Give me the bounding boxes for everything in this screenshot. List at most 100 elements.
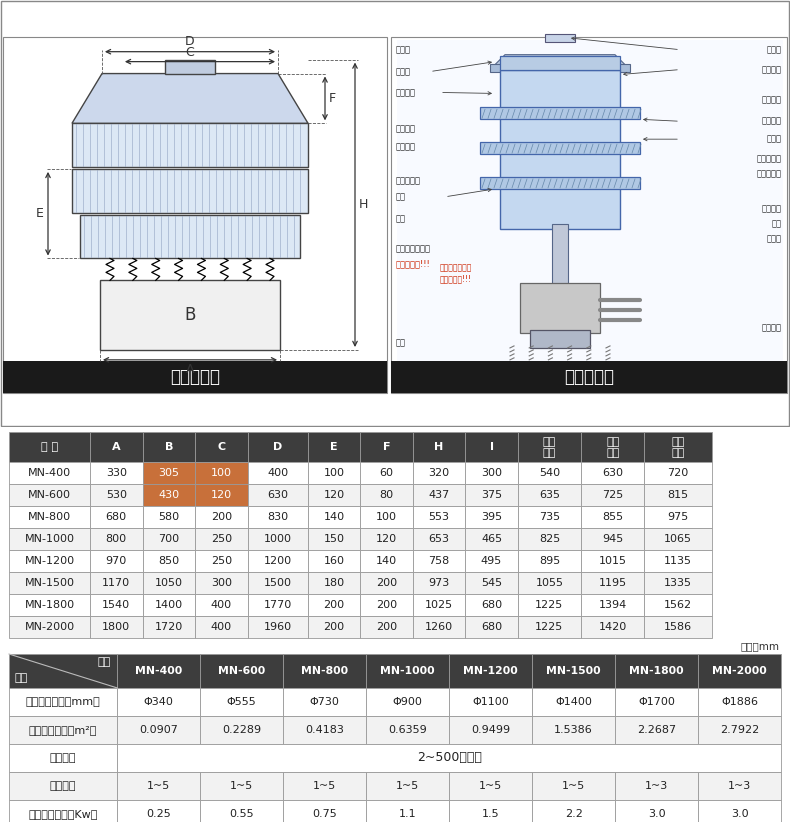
Text: 电动机: 电动机 [767, 234, 782, 243]
Text: MN-1500: MN-1500 [24, 579, 74, 588]
Bar [645, 528, 712, 550]
Bar [581, 594, 645, 616]
Text: 1.5386: 1.5386 [555, 725, 593, 735]
Bar [450, 772, 532, 800]
Bar [615, 800, 698, 828]
Text: 400: 400 [211, 622, 231, 632]
Text: 下部重锤: 下部重锤 [762, 324, 782, 333]
Bar [90, 594, 142, 616]
Text: 725: 725 [602, 491, 623, 500]
Text: 680: 680 [481, 622, 502, 632]
Bar [117, 800, 200, 828]
Bar [450, 800, 532, 828]
Text: 300: 300 [481, 468, 502, 478]
Text: 680: 680 [106, 512, 127, 522]
Text: 973: 973 [428, 579, 450, 588]
Bar [283, 716, 367, 744]
Text: 束环: 束环 [396, 193, 406, 202]
Bar [195, 550, 247, 572]
Bar [247, 594, 308, 616]
Bar [500, 70, 620, 228]
Text: Φ340: Φ340 [144, 697, 174, 707]
Bar [581, 432, 645, 462]
Text: 735: 735 [539, 512, 560, 522]
Text: 三层
高度: 三层 高度 [672, 437, 685, 458]
Text: 0.75: 0.75 [312, 808, 337, 818]
Bar [615, 654, 698, 688]
Text: 1.1: 1.1 [399, 808, 416, 818]
Text: 1335: 1335 [664, 579, 692, 588]
Text: Φ1400: Φ1400 [555, 697, 592, 707]
Bar [412, 616, 465, 638]
Bar [9, 485, 90, 506]
Text: 975: 975 [668, 512, 689, 522]
Bar [500, 56, 620, 70]
Text: 型号: 型号 [98, 657, 111, 667]
Text: MN-1800: MN-1800 [24, 600, 74, 610]
Text: MN-1200: MN-1200 [24, 556, 74, 566]
Text: 1225: 1225 [536, 622, 563, 632]
Bar [9, 432, 90, 462]
Text: 防尘盖: 防尘盖 [396, 45, 411, 54]
Bar [412, 432, 465, 462]
Text: E: E [36, 208, 44, 220]
Bar [698, 772, 781, 800]
Bar [72, 124, 308, 167]
Text: 553: 553 [428, 512, 450, 522]
Text: 0.0907: 0.0907 [139, 725, 179, 735]
Bar [360, 572, 412, 594]
Text: F: F [329, 92, 336, 105]
Text: 1562: 1562 [664, 600, 692, 610]
Bar [465, 572, 517, 594]
Text: 球形清洁板: 球形清洁板 [757, 154, 782, 164]
Bar [142, 506, 195, 528]
Bar [698, 654, 781, 688]
Bar [360, 594, 412, 616]
Bar [90, 485, 142, 506]
Bar [367, 772, 450, 800]
Text: 1025: 1025 [425, 600, 453, 610]
Bar [360, 462, 412, 485]
Bar [517, 506, 581, 528]
Bar [517, 485, 581, 506]
Text: 430: 430 [158, 491, 179, 500]
Bar [532, 772, 615, 800]
Bar [283, 688, 367, 716]
Bar [532, 800, 615, 828]
Bar [517, 572, 581, 594]
Bar [247, 506, 308, 528]
Bar [615, 772, 698, 800]
Text: 700: 700 [158, 535, 179, 544]
Text: 2~500目／吓: 2~500目／吓 [416, 751, 482, 764]
Bar [450, 654, 532, 688]
Bar [645, 432, 712, 462]
Bar [412, 550, 465, 572]
Bar [465, 594, 517, 616]
Bar [195, 506, 247, 528]
Text: MN-400: MN-400 [135, 666, 182, 676]
Bar [90, 462, 142, 485]
Bar [532, 654, 615, 688]
Text: MN-1000: MN-1000 [380, 666, 435, 676]
Text: 200: 200 [376, 579, 397, 588]
Bar [200, 772, 283, 800]
Text: 振动电机功率（Kw）: 振动电机功率（Kw） [28, 808, 98, 818]
Bar [367, 800, 450, 828]
Bar [480, 107, 640, 120]
Bar [360, 432, 412, 462]
Bar [3, 37, 387, 393]
Text: 有效筛分直径（mm）: 有效筛分直径（mm） [26, 697, 100, 707]
Text: 400: 400 [211, 600, 231, 610]
Bar [581, 485, 645, 506]
Text: 250: 250 [211, 556, 231, 566]
Bar [465, 506, 517, 528]
Text: Φ900: Φ900 [393, 697, 423, 707]
Text: 1000: 1000 [264, 535, 292, 544]
Text: 振体: 振体 [772, 219, 782, 228]
Text: 200: 200 [376, 622, 397, 632]
Bar [9, 654, 117, 688]
Bar [581, 572, 645, 594]
Text: 200: 200 [323, 600, 344, 610]
Text: 1960: 1960 [264, 622, 292, 632]
Bar [308, 485, 360, 506]
